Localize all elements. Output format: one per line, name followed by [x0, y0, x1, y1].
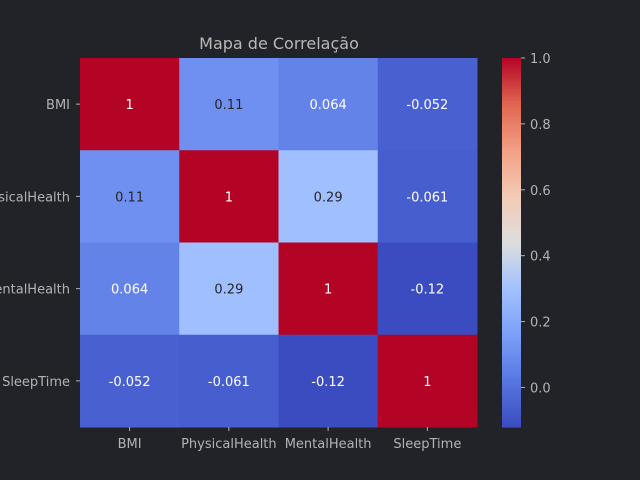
colorbar-tick-label: 0.0 [530, 381, 551, 396]
y-tick-label: BMI [46, 98, 70, 113]
cell-annotation-3-2: -0.12 [311, 375, 345, 390]
colorbar-tick-label: 0.4 [530, 250, 551, 265]
colorbar: 0.0 0.2 0.4 0.6 0.8 1.0 [502, 52, 551, 428]
colorbar-tick-label: 0.6 [530, 184, 551, 199]
colorbar-segment [502, 424, 521, 428]
cell-annotation-0-0: 1 [125, 98, 133, 113]
cell-annotation-0-3: -0.052 [406, 98, 448, 113]
cell-annotation-0-2: 0.064 [310, 98, 347, 113]
y-tick-label: SleepTime [2, 375, 70, 390]
colorbar-tick-label: 0.8 [530, 118, 551, 133]
x-tick-label: BMI [118, 437, 142, 452]
cell-annotation-1-0: 0.11 [115, 190, 144, 205]
chart-title: Mapa de Correlação [199, 34, 359, 53]
cell-annotation-2-3: -0.12 [411, 283, 445, 298]
cell-annotation-1-1: 1 [225, 190, 233, 205]
cell-annotation-2-2: 1 [324, 283, 332, 298]
y-tick-label: PhysicalHealth [0, 190, 70, 205]
cell-annotation-3-1: -0.061 [208, 375, 250, 390]
x-tick-label: PhysicalHealth [181, 437, 277, 452]
y-tick-label: MentalHealth [0, 283, 70, 298]
cell-annotation-2-1: 0.29 [214, 283, 243, 298]
x-tick-label: MentalHealth [285, 437, 372, 452]
cell-annotation-0-1: 0.11 [214, 98, 243, 113]
cell-annotation-1-2: 0.29 [314, 190, 343, 205]
cell-annotation-1-3: -0.061 [406, 190, 448, 205]
cell-annotation-3-3: 1 [423, 375, 431, 390]
cell-annotation-3-0: -0.052 [109, 375, 151, 390]
cell-annotation-2-0: 0.064 [111, 283, 148, 298]
colorbar-tick-label: 0.2 [530, 316, 551, 331]
colorbar-tick-label: 1.0 [530, 52, 551, 67]
x-tick-label: SleepTime [393, 437, 461, 452]
